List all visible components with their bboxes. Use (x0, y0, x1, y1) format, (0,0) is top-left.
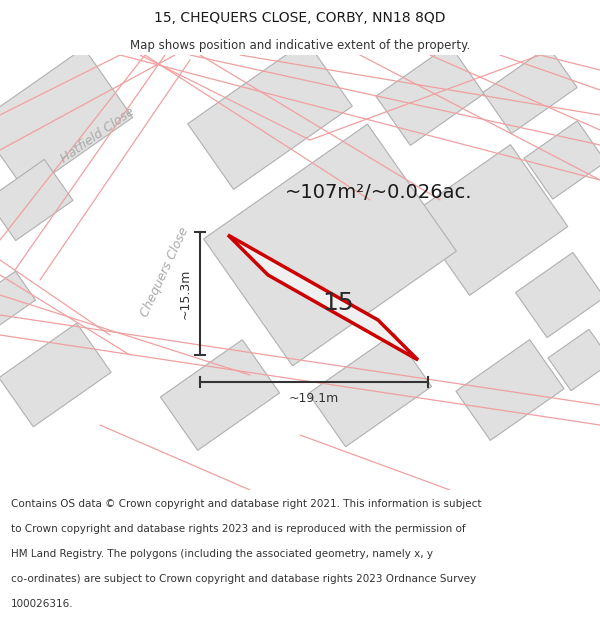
Polygon shape (524, 121, 600, 199)
Text: Chequers Close: Chequers Close (138, 225, 191, 319)
Polygon shape (412, 144, 568, 296)
Text: co-ordinates) are subject to Crown copyright and database rights 2023 Ordnance S: co-ordinates) are subject to Crown copyr… (11, 574, 476, 584)
Text: 15, CHEQUERS CLOSE, CORBY, NN18 8QD: 15, CHEQUERS CLOSE, CORBY, NN18 8QD (154, 11, 446, 24)
Polygon shape (456, 339, 564, 441)
Polygon shape (160, 340, 280, 450)
Polygon shape (515, 253, 600, 338)
Polygon shape (0, 271, 35, 329)
Polygon shape (308, 333, 431, 447)
Text: Hatfield Close: Hatfield Close (58, 105, 137, 165)
Polygon shape (0, 323, 111, 427)
Text: ~19.1m: ~19.1m (289, 392, 339, 405)
Polygon shape (203, 124, 457, 366)
Text: Contains OS data © Crown copyright and database right 2021. This information is : Contains OS data © Crown copyright and d… (11, 499, 481, 509)
Text: ~107m²/~0.026ac.: ~107m²/~0.026ac. (285, 182, 473, 201)
Text: HM Land Registry. The polygons (including the associated geometry, namely x, y: HM Land Registry. The polygons (includin… (11, 549, 433, 559)
Text: ~15.3m: ~15.3m (179, 268, 192, 319)
Text: 100026316.: 100026316. (11, 599, 73, 609)
Text: to Crown copyright and database rights 2023 and is reproduced with the permissio: to Crown copyright and database rights 2… (11, 524, 466, 534)
Text: Map shows position and indicative extent of the property.: Map shows position and indicative extent… (130, 39, 470, 52)
Polygon shape (376, 44, 484, 146)
Polygon shape (548, 329, 600, 391)
Polygon shape (228, 235, 418, 360)
Polygon shape (0, 48, 133, 192)
Text: 15: 15 (322, 291, 354, 314)
Polygon shape (483, 47, 577, 133)
Polygon shape (188, 41, 352, 189)
Polygon shape (0, 159, 73, 241)
